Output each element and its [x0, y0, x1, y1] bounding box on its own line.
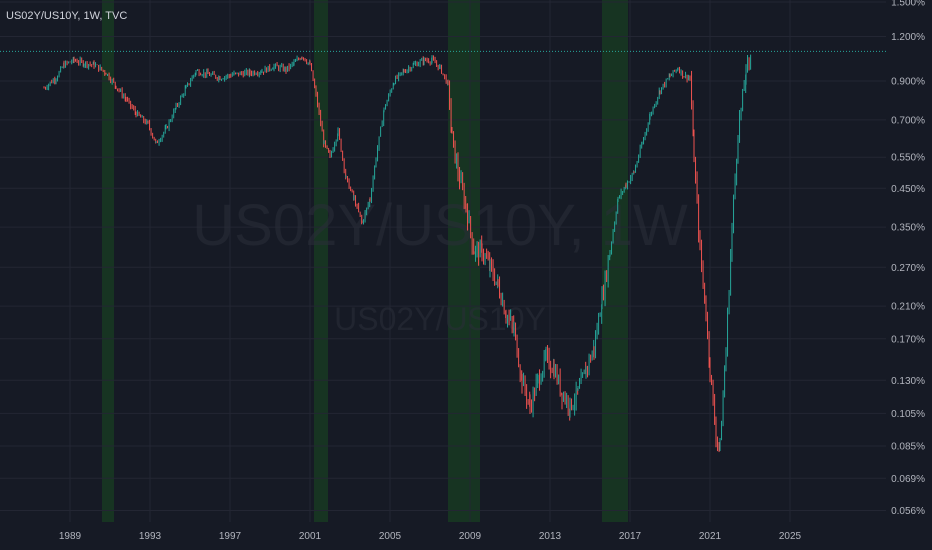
x-tick-label: 1993: [139, 531, 162, 542]
y-tick-label: 0.170%: [891, 334, 925, 345]
y-tick-label: 0.270%: [891, 263, 925, 274]
y-tick-label: 0.105%: [891, 409, 925, 420]
recession-band: [102, 0, 114, 522]
y-tick-label: 1.200%: [891, 32, 925, 43]
x-tick-label: 2017: [619, 531, 642, 542]
x-tick-label: 1989: [59, 531, 82, 542]
y-tick-label: 0.069%: [891, 474, 925, 485]
price-series: [43, 54, 752, 453]
x-tick-label: 2021: [699, 531, 722, 542]
recession-band: [314, 0, 328, 522]
y-tick-label: 0.210%: [891, 302, 925, 313]
x-tick-label: 2001: [299, 531, 322, 542]
x-tick-label: 2013: [539, 531, 562, 542]
watermark-main: US02Y/US10Y, 1W: [192, 193, 688, 258]
x-tick-label: 1997: [219, 531, 242, 542]
x-tick-label: 2025: [779, 531, 802, 542]
y-tick-label: 0.130%: [891, 376, 925, 387]
y-tick-label: 0.450%: [891, 184, 925, 195]
y-tick-label: 0.056%: [891, 506, 925, 517]
recession-bands: [102, 0, 628, 522]
recession-band: [448, 0, 480, 522]
chart-title: US02Y/US10Y, 1W, TVC: [6, 10, 128, 22]
y-axis: 1.500% 1.200% 0.900% 0.700% 0.550% 0.450% 0.35…: [891, 0, 925, 517]
grid-lines: [0, 0, 886, 522]
recession-band: [602, 0, 628, 522]
y-tick-label: 0.350%: [891, 223, 925, 234]
y-tick-label: 0.085%: [891, 442, 925, 453]
y-tick-label: 1.500%: [891, 0, 925, 9]
x-axis: 1989 1993 1997 2001 2005 2009 2013 2017 2021 2025: [59, 531, 802, 542]
x-tick-label: 2009: [459, 531, 482, 542]
y-tick-label: 0.900%: [891, 77, 925, 88]
x-tick-label: 2005: [379, 531, 402, 542]
y-tick-label: 0.700%: [891, 115, 925, 126]
y-tick-label: 0.550%: [891, 153, 925, 164]
